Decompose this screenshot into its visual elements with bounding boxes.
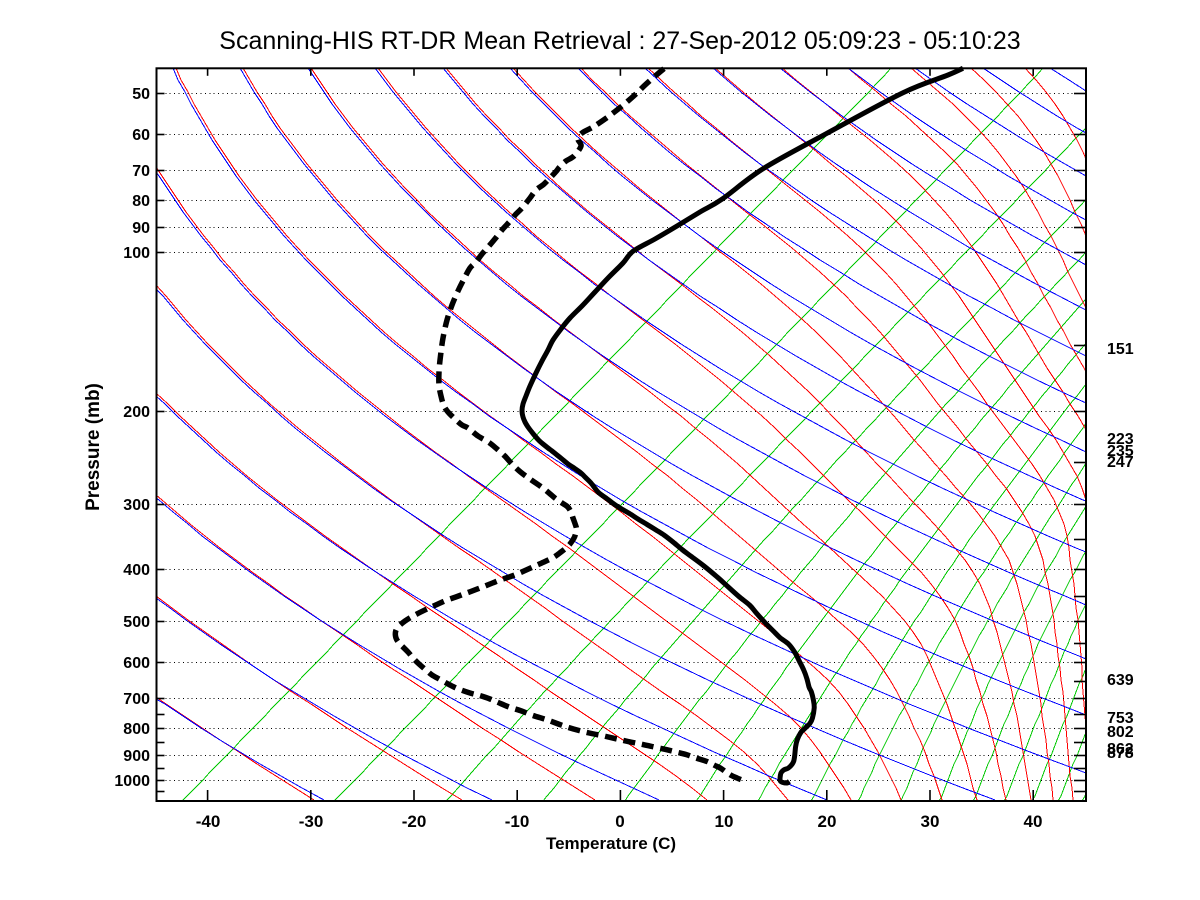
svg-text:400: 400	[123, 562, 150, 579]
svg-text:60: 60	[132, 127, 150, 144]
svg-text:30: 30	[921, 812, 940, 831]
svg-text:247: 247	[1107, 454, 1134, 471]
svg-text:40: 40	[1024, 812, 1043, 831]
svg-text:800: 800	[123, 721, 150, 738]
svg-text:50: 50	[132, 86, 150, 103]
svg-text:151: 151	[1107, 341, 1134, 358]
svg-text:639: 639	[1107, 672, 1134, 689]
svg-text:200: 200	[123, 404, 150, 421]
svg-text:10: 10	[715, 812, 734, 831]
svg-text:Scanning-HIS RT-DR Mean Retrie: Scanning-HIS RT-DR Mean Retrieval : 27-S…	[219, 27, 1020, 55]
svg-text:878: 878	[1107, 745, 1134, 762]
svg-text:20: 20	[818, 812, 837, 831]
svg-text:-10: -10	[505, 812, 530, 831]
svg-text:70: 70	[132, 163, 150, 180]
svg-text:802: 802	[1107, 724, 1134, 741]
svg-text:-20: -20	[402, 812, 427, 831]
svg-text:Pressure (mb): Pressure (mb)	[83, 383, 104, 511]
svg-text:600: 600	[123, 655, 150, 672]
svg-text:0: 0	[615, 812, 624, 831]
svg-text:1000: 1000	[114, 773, 150, 790]
svg-text:700: 700	[123, 691, 150, 708]
svg-text:862: 862	[1107, 741, 1134, 758]
svg-text:90: 90	[132, 220, 150, 237]
svg-text:235: 235	[1107, 443, 1134, 460]
svg-text:Temperature (C): Temperature (C)	[546, 834, 676, 853]
svg-text:-30: -30	[299, 812, 324, 831]
svg-text:900: 900	[123, 748, 150, 765]
svg-text:80: 80	[132, 193, 150, 210]
svg-text:-40: -40	[196, 812, 221, 831]
svg-text:500: 500	[123, 614, 150, 631]
svg-text:100: 100	[123, 245, 150, 262]
svg-text:753: 753	[1107, 710, 1134, 727]
svg-text:223: 223	[1107, 431, 1134, 448]
svg-text:300: 300	[123, 497, 150, 514]
